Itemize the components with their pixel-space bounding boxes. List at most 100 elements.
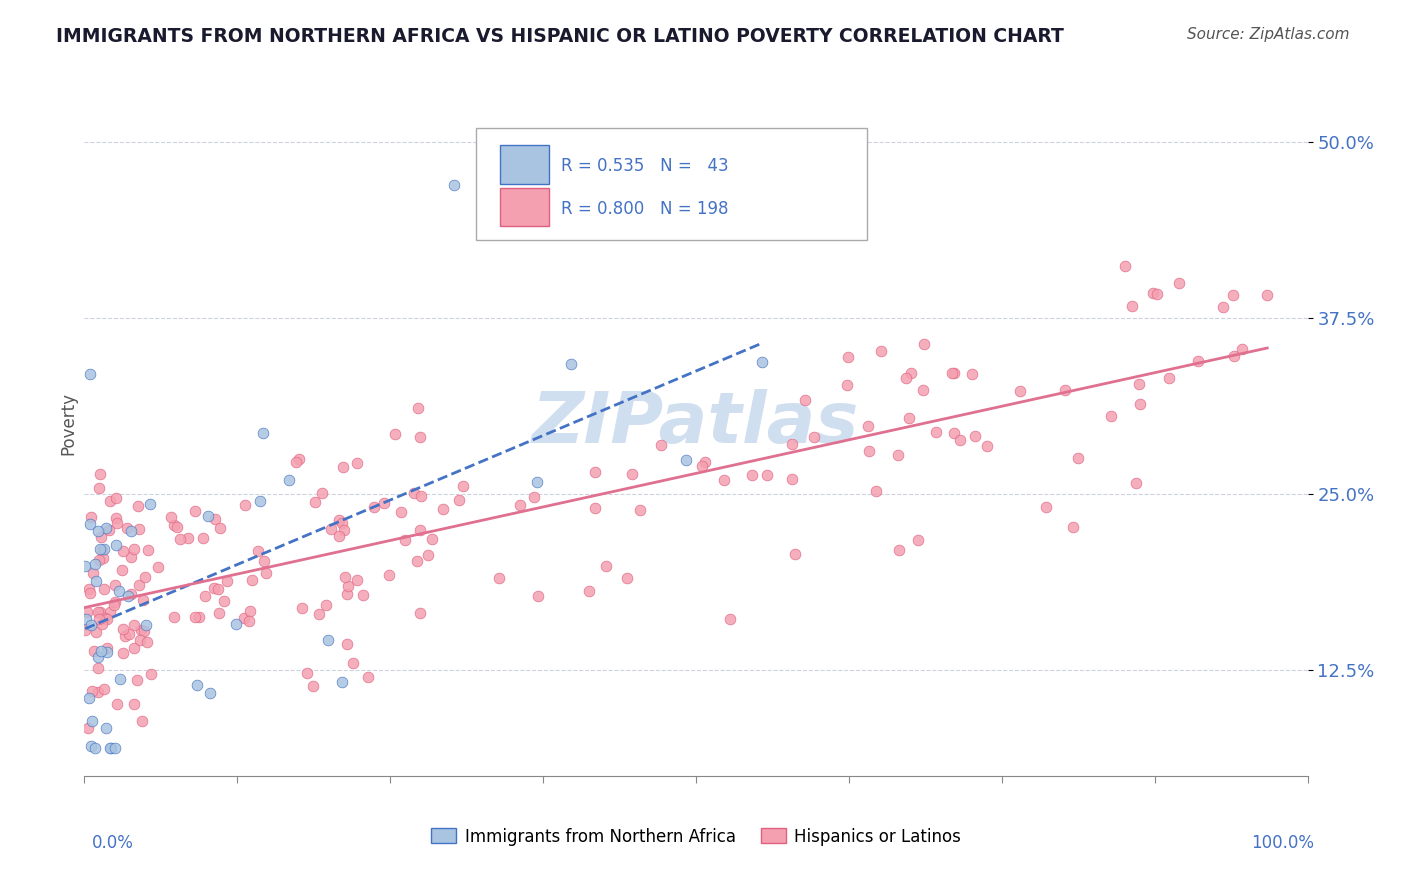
Point	[912, 336, 935, 351]
Point	[163, 518, 186, 533]
Point	[1114, 259, 1136, 273]
Point	[129, 623, 152, 637]
Point	[75, 559, 97, 574]
Point	[336, 637, 359, 651]
Point	[176, 531, 198, 545]
Point	[200, 686, 222, 700]
Point	[756, 468, 779, 483]
Point	[394, 533, 416, 548]
Point	[100, 740, 122, 755]
Point	[488, 571, 510, 585]
Point	[865, 483, 887, 498]
Point	[1146, 287, 1168, 301]
Point	[108, 583, 131, 598]
Point	[1008, 384, 1031, 398]
Point	[1128, 377, 1150, 392]
Point	[616, 570, 638, 584]
Point	[215, 574, 238, 588]
Bar	[501, 187, 550, 227]
Point	[420, 532, 443, 546]
Point	[389, 505, 412, 519]
Point	[523, 490, 546, 504]
Point	[898, 411, 921, 425]
Point	[90, 529, 112, 543]
Point	[1222, 288, 1244, 302]
Point	[780, 437, 803, 451]
Point	[960, 367, 983, 381]
Point	[1168, 277, 1191, 291]
Point	[887, 448, 910, 462]
Point	[328, 514, 350, 528]
Point	[131, 714, 153, 729]
Point	[1256, 288, 1278, 302]
Text: 100.0%: 100.0%	[1251, 834, 1315, 852]
Point	[1129, 397, 1152, 411]
Point	[183, 504, 205, 518]
Point	[120, 549, 142, 564]
Point	[94, 611, 117, 625]
Point	[105, 697, 128, 711]
Point	[76, 605, 98, 619]
Point	[402, 486, 425, 500]
Point	[336, 587, 359, 601]
Point	[214, 594, 236, 608]
Point	[87, 661, 110, 675]
Point	[120, 524, 142, 538]
Point	[128, 522, 150, 536]
Text: R = 0.800   N = 198: R = 0.800 N = 198	[561, 200, 728, 218]
Point	[122, 542, 145, 557]
Point	[1053, 384, 1076, 398]
Point	[87, 684, 110, 698]
Point	[194, 589, 217, 603]
Point	[333, 523, 356, 537]
Point	[103, 599, 125, 613]
Point	[209, 521, 232, 535]
Point	[105, 510, 128, 524]
Point	[91, 543, 114, 558]
Point	[139, 497, 162, 511]
Point	[409, 523, 432, 537]
Point	[1035, 500, 1057, 514]
Point	[1142, 285, 1164, 300]
Point	[333, 569, 356, 583]
Point	[409, 430, 432, 444]
Point	[186, 678, 208, 692]
Point	[204, 511, 226, 525]
Point	[87, 553, 110, 567]
Point	[93, 541, 115, 556]
Point	[84, 625, 107, 640]
Point	[887, 543, 910, 558]
Point	[837, 350, 859, 364]
Point	[124, 641, 146, 656]
Point	[127, 499, 149, 513]
Point	[98, 605, 121, 619]
Point	[239, 604, 262, 618]
Point	[252, 425, 274, 440]
Point	[869, 344, 891, 359]
Point	[112, 544, 135, 558]
Point	[80, 509, 103, 524]
Point	[356, 670, 378, 684]
Point	[134, 570, 156, 584]
Point	[79, 690, 101, 705]
Point	[751, 355, 773, 369]
Point	[166, 520, 188, 534]
Point	[96, 722, 118, 736]
Point	[332, 674, 354, 689]
Point	[509, 498, 531, 512]
Point	[803, 430, 825, 444]
Point	[254, 566, 277, 580]
Y-axis label: Poverty: Poverty	[59, 392, 77, 455]
Point	[77, 582, 100, 596]
Point	[858, 444, 880, 458]
Point	[856, 419, 879, 434]
Point	[443, 178, 465, 192]
Point	[80, 684, 103, 698]
Point	[139, 666, 162, 681]
Point	[146, 560, 169, 574]
Point	[408, 401, 430, 415]
Point	[125, 673, 148, 688]
Point	[311, 485, 333, 500]
Point	[191, 531, 214, 545]
FancyBboxPatch shape	[475, 128, 868, 241]
